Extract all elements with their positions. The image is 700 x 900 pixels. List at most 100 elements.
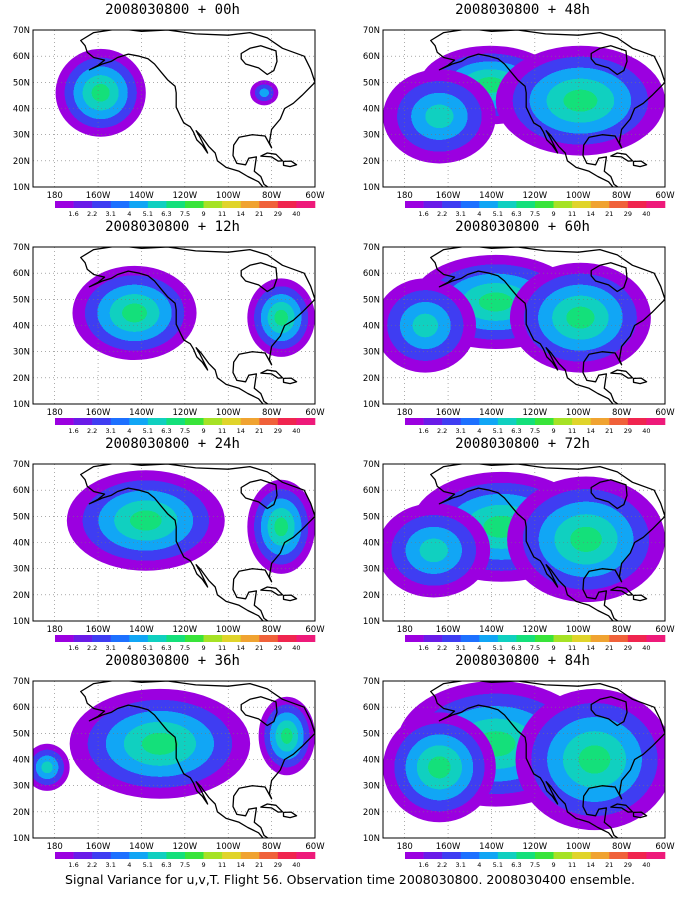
colorbar-swatch bbox=[460, 201, 480, 208]
lon-tick-label: 100W bbox=[566, 842, 591, 852]
colorbar-swatch bbox=[423, 635, 443, 642]
colorbar-label: 14 bbox=[237, 427, 245, 435]
lon-tick-label: 100W bbox=[216, 842, 241, 852]
lat-tick-label: 70N bbox=[363, 26, 380, 36]
lon-tick-label: 180 bbox=[47, 625, 63, 635]
map-panel: 2008030800 + 48h 70N 60N 50N 40N 30N 20N 10N 180… bbox=[350, 0, 695, 218]
colorbar-label: 29 bbox=[624, 210, 632, 218]
lat-tick-label: 70N bbox=[13, 26, 30, 36]
map-frame bbox=[32, 680, 316, 839]
colorbar-swatch bbox=[553, 635, 573, 642]
colorbar-label: 2.2 bbox=[87, 861, 97, 869]
map-panel: 2008030800 + 60h 70N 60N 50N 40N 30N 20N 10N 180… bbox=[350, 217, 695, 435]
colorbar-swatch bbox=[423, 852, 443, 859]
colorbar-swatch bbox=[646, 635, 666, 642]
lon-tick-label: 120W bbox=[523, 408, 548, 418]
colorbar-swatch bbox=[646, 852, 666, 859]
colorbar-label: 9 bbox=[552, 861, 556, 869]
colorbar-swatch bbox=[185, 418, 204, 425]
colorbar-swatch bbox=[609, 852, 629, 859]
lon-tick-label: 160W bbox=[436, 625, 461, 635]
colorbar-swatch bbox=[535, 852, 554, 859]
lon-tick-label: 80W bbox=[262, 408, 282, 418]
map-panel: 2008030800 + 84h 70N 60N 50N 40N 30N 20N 10N 180… bbox=[350, 651, 695, 869]
colorbar-swatch bbox=[92, 418, 112, 425]
lat-tick-label: 20N bbox=[13, 157, 30, 167]
colorbar-swatch bbox=[240, 852, 260, 859]
lon-tick-label: 100W bbox=[216, 625, 241, 635]
colorbar-label: 5.1 bbox=[493, 861, 503, 869]
lon-tick-label: 180 bbox=[397, 625, 413, 635]
colorbar-swatch bbox=[185, 201, 204, 208]
lat-tick-label: 50N bbox=[13, 295, 30, 305]
colorbar-swatch bbox=[222, 635, 242, 642]
colorbar-label: 6.3 bbox=[161, 210, 171, 218]
lon-tick-label: 180 bbox=[397, 191, 413, 201]
colorbar-label: 9 bbox=[202, 210, 206, 218]
variance-contour bbox=[69, 688, 251, 799]
colorbar-swatch bbox=[627, 635, 647, 642]
colorbar-swatch bbox=[55, 201, 74, 208]
lat-tick-label: 70N bbox=[363, 677, 380, 687]
colorbar-label: 21 bbox=[255, 644, 263, 652]
lon-tick-label: 140W bbox=[129, 842, 154, 852]
lon-tick-label: 140W bbox=[129, 625, 154, 635]
colorbar-swatch bbox=[185, 635, 204, 642]
variance-contour bbox=[66, 470, 225, 571]
colorbar-label: 5.1 bbox=[493, 427, 503, 435]
colorbar-swatch bbox=[147, 201, 167, 208]
variance-contour bbox=[247, 479, 315, 574]
lat-tick-label: 20N bbox=[13, 808, 30, 818]
lon-tick-label: 80W bbox=[262, 191, 282, 201]
lon-tick-label: 80W bbox=[612, 842, 632, 852]
colorbar-swatch bbox=[405, 635, 424, 642]
lat-tick-label: 70N bbox=[13, 243, 30, 253]
colorbar-label: 29 bbox=[624, 644, 632, 652]
colorbar-label: 40 bbox=[292, 210, 300, 218]
colorbar-swatch bbox=[110, 201, 130, 208]
lat-tick-label: 10N bbox=[13, 183, 30, 193]
colorbar-swatch bbox=[147, 852, 167, 859]
colorbar-swatch bbox=[646, 418, 666, 425]
lat-tick-label: 50N bbox=[363, 78, 380, 88]
colorbar-swatch bbox=[423, 201, 443, 208]
panel-title: 2008030800 + 84h bbox=[455, 653, 590, 669]
colorbar-swatch bbox=[442, 635, 462, 642]
map-frame bbox=[382, 29, 666, 188]
lon-tick-label: 120W bbox=[173, 191, 198, 201]
colorbar-label: 5.1 bbox=[493, 644, 503, 652]
lat-tick-label: 60N bbox=[363, 52, 380, 62]
colorbar-label: 6.3 bbox=[161, 427, 171, 435]
coastline bbox=[430, 30, 665, 187]
lon-tick-label: 80W bbox=[262, 842, 282, 852]
colorbar: 1.6 2.2 3.1 4 5.1 6.3 7.5 9 11 14 21 29 40 bbox=[405, 418, 666, 435]
colorbar-label: 6.3 bbox=[511, 427, 521, 435]
lat-tick-label: 60N bbox=[13, 52, 30, 62]
panel-title: 2008030800 + 48h bbox=[455, 2, 590, 18]
colorbar-swatch bbox=[240, 201, 260, 208]
colorbar-swatch bbox=[497, 418, 517, 425]
colorbar-label: 14 bbox=[237, 210, 245, 218]
colorbar-label: 9 bbox=[202, 861, 206, 869]
map-frame bbox=[32, 246, 316, 405]
colorbar-label: 21 bbox=[255, 210, 263, 218]
lon-tick-label: 120W bbox=[523, 625, 548, 635]
lon-tick-label: 60W bbox=[305, 191, 325, 201]
lon-tick-label: 140W bbox=[129, 408, 154, 418]
lon-tick-label: 120W bbox=[523, 191, 548, 201]
lat-tick-label: 30N bbox=[363, 565, 380, 575]
colorbar-swatch bbox=[296, 852, 316, 859]
lon-tick-label: 160W bbox=[86, 191, 111, 201]
colorbar-label: 3.1 bbox=[106, 210, 116, 218]
colorbar-swatch bbox=[572, 852, 592, 859]
colorbar-swatch bbox=[572, 418, 592, 425]
map-frame bbox=[382, 463, 666, 622]
colorbar-label: 4 bbox=[477, 861, 481, 869]
colorbar-swatch bbox=[55, 635, 74, 642]
colorbar-label: 11 bbox=[218, 861, 226, 869]
coastline bbox=[430, 247, 665, 404]
lat-tick-label: 30N bbox=[13, 131, 30, 141]
lat-tick-label: 40N bbox=[13, 322, 30, 332]
colorbar-swatch bbox=[590, 418, 610, 425]
colorbar-swatch bbox=[405, 418, 424, 425]
